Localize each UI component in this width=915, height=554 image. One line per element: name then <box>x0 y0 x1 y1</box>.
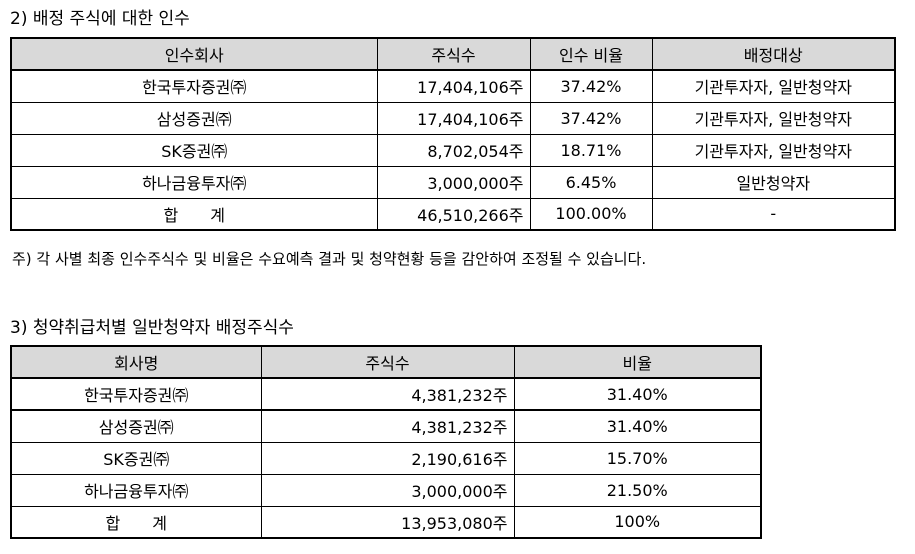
section2-title: 2) 배정 주식에 대한 인수 <box>10 9 190 29</box>
allocation-target: 기관투자자, 일반청약자 <box>651 101 896 135</box>
share-count: 17,404,106주 <box>376 69 531 103</box>
underwriter-name: SK증권㈜ <box>10 133 378 167</box>
allocation-target: 기관투자자, 일반청약자 <box>651 69 896 103</box>
table-total-row: 합 계 13,953,080주 100% <box>10 505 762 539</box>
total-allocation-target: - <box>651 197 896 231</box>
share-count: 2,190,616주 <box>260 441 515 475</box>
subscription-allocation-table: 회사명 주식수 비율 한국투자증권㈜ 4,381,232주 31.40% 삼성증… <box>10 345 762 539</box>
share-ratio: 31.40% <box>513 377 762 411</box>
table-row: SK증권㈜ 8,702,054주 18.71% 기관투자자, 일반청약자 <box>10 133 896 167</box>
header-ratio: 인수 비율 <box>529 37 653 71</box>
company-name: 하나금융투자㈜ <box>10 473 262 507</box>
company-name: 삼성증권㈜ <box>10 409 262 443</box>
share-ratio: 15.70% <box>513 441 762 475</box>
total-ratio: 100.00% <box>529 197 653 231</box>
share-count: 3,000,000주 <box>260 473 515 507</box>
footnote: 주) 각 사별 최종 인수주식수 및 비율은 수요예측 결과 및 청약현황 등을… <box>12 250 647 268</box>
header-shares: 주식수 <box>260 345 515 379</box>
share-count: 8,702,054주 <box>376 133 531 167</box>
share-count: 3,000,000주 <box>376 165 531 199</box>
table-row: 삼성증권㈜ 17,404,106주 37.42% 기관투자자, 일반청약자 <box>10 101 896 135</box>
header-underwriter: 인수회사 <box>10 37 378 71</box>
table-header-row: 회사명 주식수 비율 <box>10 345 762 379</box>
share-ratio: 37.42% <box>529 101 653 135</box>
share-ratio: 21.50% <box>513 473 762 507</box>
table-row: 하나금융투자㈜ 3,000,000주 6.45% 일반청약자 <box>10 165 896 199</box>
header-allocation-target: 배정대상 <box>651 37 896 71</box>
underwriter-name: 삼성증권㈜ <box>10 101 378 135</box>
total-ratio: 100% <box>513 505 762 539</box>
total-label: 합 계 <box>10 505 262 539</box>
total-shares: 13,953,080주 <box>260 505 515 539</box>
table-total-row: 합 계 46,510,266주 100.00% - <box>10 197 896 231</box>
header-shares: 주식수 <box>376 37 531 71</box>
share-ratio: 37.42% <box>529 69 653 103</box>
section3-title: 3) 청약취급처별 일반청약자 배정주식수 <box>10 318 294 338</box>
total-label: 합 계 <box>10 197 378 231</box>
allocation-target: 기관투자자, 일반청약자 <box>651 133 896 167</box>
share-count: 4,381,232주 <box>260 409 515 443</box>
table-row: 하나금융투자㈜ 3,000,000주 21.50% <box>10 473 762 507</box>
header-company: 회사명 <box>10 345 262 379</box>
share-count: 17,404,106주 <box>376 101 531 135</box>
allocation-target: 일반청약자 <box>651 165 896 199</box>
total-shares: 46,510,266주 <box>376 197 531 231</box>
underwriter-name: 한국투자증권㈜ <box>10 69 378 103</box>
table-row: 삼성증권㈜ 4,381,232주 31.40% <box>10 409 762 443</box>
table-header-row: 인수회사 주식수 인수 비율 배정대상 <box>10 37 896 71</box>
share-ratio: 31.40% <box>513 409 762 443</box>
share-count: 4,381,232주 <box>260 377 515 411</box>
share-ratio: 6.45% <box>529 165 653 199</box>
header-ratio: 비율 <box>513 345 762 379</box>
company-name: 한국투자증권㈜ <box>10 377 262 411</box>
table-row: SK증권㈜ 2,190,616주 15.70% <box>10 441 762 475</box>
table-row: 한국투자증권㈜ 4,381,232주 31.40% <box>10 377 762 411</box>
underwriting-table: 인수회사 주식수 인수 비율 배정대상 한국투자증권㈜ 17,404,106주 … <box>10 37 896 231</box>
share-ratio: 18.71% <box>529 133 653 167</box>
table-row: 한국투자증권㈜ 17,404,106주 37.42% 기관투자자, 일반청약자 <box>10 69 896 103</box>
company-name: SK증권㈜ <box>10 441 262 475</box>
underwriter-name: 하나금융투자㈜ <box>10 165 378 199</box>
